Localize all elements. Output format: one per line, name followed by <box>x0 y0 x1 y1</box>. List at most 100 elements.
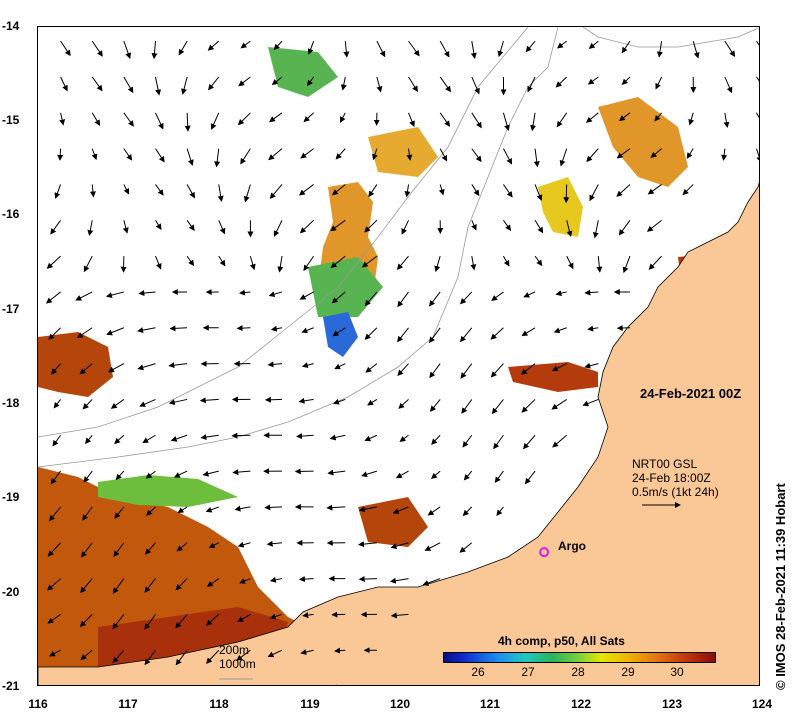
current-vector <box>654 112 662 122</box>
current-vector <box>303 255 315 272</box>
current-vector <box>91 76 103 92</box>
vector-legend-scale: 0.5m/s (1kt 24h) <box>632 485 719 499</box>
current-vector <box>240 148 251 165</box>
colorbar-tick: 28 <box>571 665 585 679</box>
current-vector <box>299 219 314 234</box>
x-tick-label: 116 <box>28 697 48 711</box>
current-vector <box>48 327 61 340</box>
current-vector <box>269 613 283 620</box>
vector-legend: NRT00 GSL 24-Feb 18:00Z 0.5m/s (1kt 24h) <box>632 457 719 513</box>
bathymetry-legend-200m: 200m <box>219 643 250 657</box>
current-vector <box>503 219 512 232</box>
current-vector <box>110 399 125 409</box>
current-vector <box>438 184 445 196</box>
current-vector <box>208 542 219 549</box>
current-vector <box>270 325 283 332</box>
current-vector <box>231 432 251 439</box>
current-vector <box>298 397 314 404</box>
current-vector <box>724 76 733 94</box>
current-vector <box>361 470 378 478</box>
current-vector <box>439 76 452 93</box>
current-vector <box>648 255 662 270</box>
argo-float-marker[interactable] <box>539 547 550 558</box>
vector-legend-time: 24-Feb 18:00Z <box>632 471 711 485</box>
current-vector <box>588 40 599 49</box>
current-vector <box>202 470 219 477</box>
x-tick-label: 124 <box>751 697 773 711</box>
current-vector <box>54 184 62 199</box>
current-vector <box>137 327 156 334</box>
current-vector <box>175 578 188 591</box>
y-tick-label: -19 <box>2 490 20 504</box>
current-vector <box>334 363 346 370</box>
current-vector <box>51 363 61 375</box>
current-vector <box>113 542 125 557</box>
current-vector <box>521 399 536 413</box>
current-vector <box>269 576 283 583</box>
current-vector <box>333 398 346 405</box>
current-vector <box>138 290 156 296</box>
current-vector <box>330 255 346 269</box>
imos-credit: © IMOS 28-Feb-2021 11:39 Hobart <box>773 483 788 690</box>
current-vector <box>331 291 346 304</box>
current-vector <box>329 434 346 441</box>
current-vector <box>218 220 226 235</box>
current-vector <box>521 327 536 337</box>
current-vector <box>490 363 504 378</box>
x-tick-label: 118 <box>209 697 229 711</box>
current-vector <box>236 649 251 661</box>
current-vector <box>186 184 195 199</box>
current-vector <box>361 255 378 268</box>
current-vector <box>390 542 409 550</box>
current-vector <box>503 184 513 198</box>
sst-patch-east-yellow <box>538 177 583 237</box>
current-vector <box>60 76 68 92</box>
current-vector <box>303 112 314 123</box>
current-vector <box>137 363 156 371</box>
current-vector <box>340 76 347 91</box>
current-vector <box>587 76 599 85</box>
current-vector <box>300 148 314 159</box>
bathymetry-legend-line <box>219 678 253 680</box>
current-vector <box>144 614 156 630</box>
current-vector <box>471 148 482 163</box>
current-vector <box>269 112 283 123</box>
current-vector <box>395 470 409 479</box>
y-tick-label: -20 <box>2 585 20 599</box>
current-vector <box>461 399 473 414</box>
current-vector <box>200 434 219 441</box>
current-vector <box>470 41 477 59</box>
current-vector <box>144 649 156 666</box>
current-vector <box>47 578 61 591</box>
current-vector <box>556 40 567 49</box>
current-vector <box>502 148 513 165</box>
current-vector <box>273 40 283 51</box>
current-vector <box>553 327 567 334</box>
current-vector <box>496 506 504 517</box>
current-vector <box>471 220 477 231</box>
current-vector <box>566 255 574 270</box>
current-vector <box>398 399 409 409</box>
current-vector <box>50 470 61 485</box>
current-vector <box>534 220 544 234</box>
current-vector <box>267 361 283 368</box>
current-vector <box>491 291 504 302</box>
current-vector <box>523 291 536 298</box>
current-vector <box>621 40 631 54</box>
current-vector <box>497 41 504 58</box>
current-vector <box>237 613 251 623</box>
current-vector <box>401 220 409 235</box>
current-vector <box>145 470 156 479</box>
current-vector <box>404 184 411 198</box>
bathymetry-contour-1000m <box>38 27 759 438</box>
current-vector <box>266 540 283 547</box>
current-vector <box>106 327 125 336</box>
current-vector <box>175 649 188 666</box>
current-vector <box>724 40 736 58</box>
current-vector <box>389 577 409 584</box>
current-vector <box>376 76 383 93</box>
current-vector <box>205 614 220 626</box>
y-tick-label: -16 <box>2 207 20 221</box>
current-vector <box>217 184 224 202</box>
current-vector <box>650 148 662 158</box>
